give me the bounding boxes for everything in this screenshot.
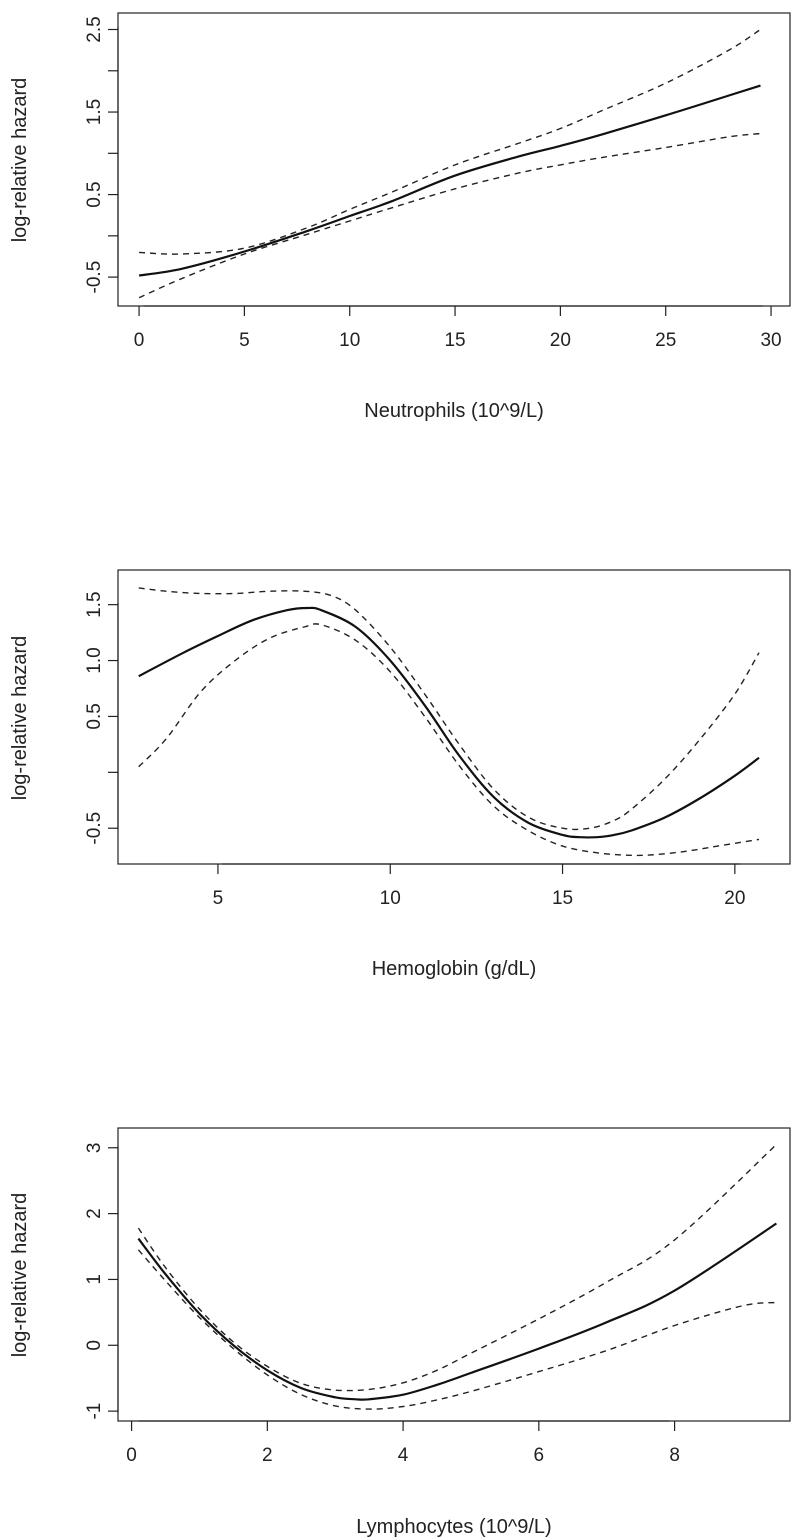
x-tick-label: 20 — [724, 888, 745, 909]
y-axis-title: log-relative hazard — [9, 1193, 31, 1358]
estimate-line — [138, 606, 760, 839]
y-tick-label: 1.0 — [84, 647, 105, 673]
tick-group: 0 5 10 15 20 25 30 -0.5 0.5 1.5 2.5 — [84, 16, 782, 351]
x-tick-label: 4 — [398, 1445, 409, 1466]
curve-group — [138, 28, 761, 299]
x-tick-label: 10 — [339, 330, 360, 351]
y-tick-label: 0.5 — [84, 181, 105, 207]
lower-ci-line — [137, 1249, 777, 1410]
hemoglobin-panel: 5 10 15 20 -0.5 0.5 1.0 1.5 Hemoglobin (g/dL) l… — [9, 569, 791, 980]
y-tick-label: 2 — [84, 1208, 105, 1219]
lymphocytes-panel: 0 2 4 6 8 -1 0 1 2 3 Lymphocytes (10^9/L) log-rel… — [9, 1127, 791, 1538]
y-tick-label: -1 — [84, 1403, 105, 1420]
tick-group: 5 10 15 20 -0.5 0.5 1.0 1.5 — [84, 591, 745, 909]
curve-group — [137, 1143, 778, 1410]
upper-ci-line — [137, 1143, 777, 1392]
x-tick-label: 5 — [239, 330, 250, 351]
y-tick-label: 0.5 — [84, 703, 105, 729]
y-axis-title: log-relative hazard — [9, 78, 31, 243]
y-tick-label: 3 — [84, 1143, 105, 1154]
estimate-line — [137, 1222, 778, 1401]
x-tick-label: 0 — [126, 1445, 137, 1466]
y-tick-label: 2.5 — [84, 16, 105, 42]
x-tick-label: 6 — [534, 1445, 545, 1466]
plot-frame — [117, 1127, 791, 1422]
lower-ci-line — [138, 132, 761, 299]
plot-frame — [117, 12, 791, 307]
x-tick-label: 25 — [655, 330, 676, 351]
x-tick-label: 8 — [669, 1445, 680, 1466]
tick-group: 0 2 4 6 8 -1 0 1 2 3 — [84, 1143, 680, 1466]
upper-ci-line — [139, 28, 761, 255]
x-axis-title: Neutrophils (10^9/L) — [364, 400, 543, 422]
y-tick-label: 1.5 — [84, 591, 105, 617]
plot-frame — [117, 569, 791, 865]
x-tick-label: 5 — [213, 888, 224, 909]
x-tick-label: 15 — [552, 888, 573, 909]
neutrophils-panel: 0 5 10 15 20 25 30 -0.5 0.5 1.5 2.5 Neutrophils (1… — [9, 12, 791, 422]
x-tick-label: 20 — [550, 330, 571, 351]
x-tick-label: 0 — [134, 330, 145, 351]
x-tick-label: 15 — [444, 330, 465, 351]
x-tick-label: 2 — [262, 1445, 273, 1466]
y-tick-label: 0 — [84, 1340, 105, 1351]
x-tick-label: 30 — [760, 330, 781, 351]
y-tick-label: -0.5 — [84, 261, 105, 294]
x-axis-title: Hemoglobin (g/dL) — [372, 958, 537, 980]
y-tick-label: 1.5 — [84, 99, 105, 125]
x-axis-title: Lymphocytes (10^9/L) — [356, 1516, 551, 1538]
estimate-line — [138, 84, 761, 277]
y-tick-label: 1 — [84, 1274, 105, 1285]
x-tick-label: 10 — [380, 888, 401, 909]
y-axis-title: log-relative hazard — [9, 636, 31, 801]
upper-ci-line — [138, 587, 760, 831]
y-tick-label: -0.5 — [84, 812, 105, 845]
lower-ci-line — [138, 623, 760, 857]
curve-group — [138, 587, 760, 857]
